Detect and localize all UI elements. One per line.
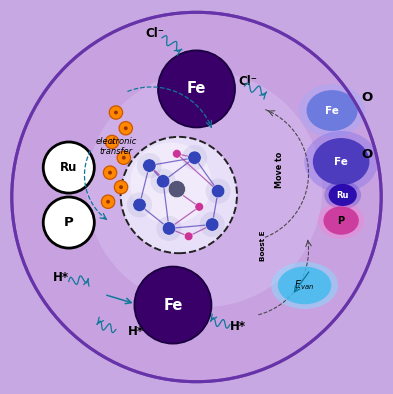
Circle shape [101,195,115,208]
Ellipse shape [299,84,365,137]
Text: Cl⁻: Cl⁻ [238,75,257,88]
Circle shape [114,111,118,115]
Circle shape [173,149,181,158]
Circle shape [117,151,130,164]
Ellipse shape [278,267,331,304]
Circle shape [211,184,225,198]
Ellipse shape [271,262,338,309]
Circle shape [114,180,128,194]
Text: Ru: Ru [336,191,349,199]
Circle shape [200,212,225,237]
Circle shape [206,178,231,204]
Circle shape [206,218,219,231]
Text: $E_{van}$: $E_{van}$ [294,279,315,292]
Ellipse shape [324,181,361,209]
Ellipse shape [313,138,369,185]
Text: Cl⁻: Cl⁻ [146,28,165,41]
Circle shape [184,232,193,241]
Circle shape [195,203,204,211]
Circle shape [106,200,110,204]
Circle shape [173,187,181,195]
Circle shape [156,216,182,241]
Circle shape [130,143,212,224]
Circle shape [124,126,128,130]
Text: Boost E: Boost E [260,231,266,261]
Ellipse shape [304,131,378,192]
Text: Fe: Fe [163,297,183,312]
Ellipse shape [329,184,357,206]
Circle shape [188,151,201,164]
Text: H*: H* [53,271,69,284]
Circle shape [127,192,152,217]
Circle shape [103,166,117,179]
Circle shape [119,185,123,189]
Circle shape [137,153,162,178]
Circle shape [156,175,170,188]
Circle shape [43,197,94,248]
Circle shape [105,135,119,149]
Circle shape [43,142,94,193]
Text: O: O [362,148,373,161]
Circle shape [121,137,237,253]
Circle shape [12,12,381,382]
Circle shape [133,198,146,212]
Text: Fe: Fe [334,157,348,167]
Text: H*: H* [127,325,144,338]
Ellipse shape [323,206,359,235]
Text: Ru: Ru [60,161,77,174]
Circle shape [143,159,156,172]
Circle shape [109,106,123,119]
Circle shape [134,267,211,344]
Text: Move to: Move to [275,151,283,188]
Text: P: P [338,216,345,226]
Circle shape [168,180,185,198]
Circle shape [182,145,207,170]
Circle shape [151,169,176,194]
Circle shape [162,222,176,235]
Circle shape [86,71,322,307]
Text: Fe: Fe [187,82,206,97]
Circle shape [110,140,114,144]
Circle shape [108,171,112,175]
Text: electronic
transfer: electronic transfer [95,137,137,156]
Text: P: P [64,216,73,229]
Text: O: O [362,91,373,104]
Circle shape [122,156,126,160]
Circle shape [158,50,235,127]
Ellipse shape [318,202,364,239]
Circle shape [119,121,132,135]
Text: Fe: Fe [325,106,339,115]
Text: H*: H* [230,320,246,333]
Ellipse shape [307,90,358,131]
